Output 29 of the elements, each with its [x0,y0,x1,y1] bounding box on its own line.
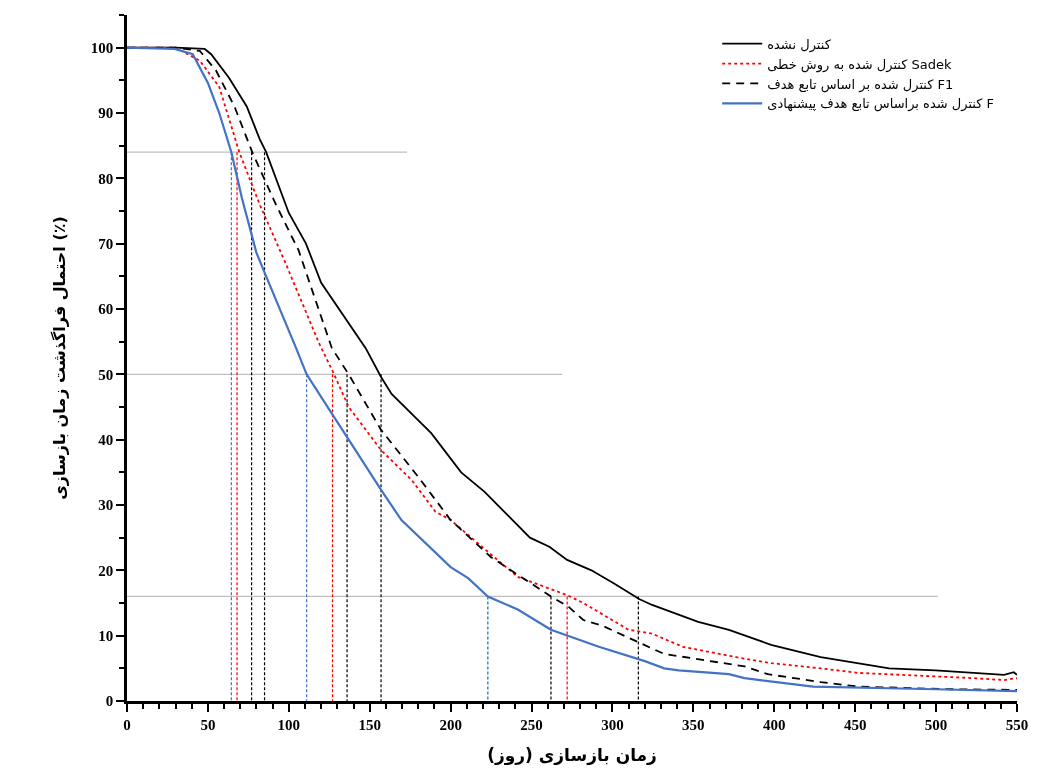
x-tick-label: 400 [763,716,786,733]
y-axis-title: احتمال فراگذشت زمان بازسازی (٪) [49,216,69,500]
y-tick-label: 60 [98,301,114,318]
x-tick-label: 450 [843,716,867,733]
legend-label: کنترل شده براساس تابع هدف پیشنهادی F [767,96,995,113]
x-tick-label: 350 [682,716,705,733]
x-tick-label: 500 [924,716,948,733]
x-tick-label: 150 [358,716,381,733]
x-axis-title: زمان بازسازی (روز) [487,745,657,767]
y-tick-label: 70 [98,235,114,252]
y-tick-label: 80 [98,170,114,187]
x-tick-label: 0 [123,716,131,733]
y-tick-label: 100 [90,39,114,56]
legend-label: کنترل شده بر اساس تابع هدف F1 [767,76,954,93]
y-tick-label: 50 [98,366,114,383]
legend-label: کنترل نشده [767,36,832,53]
x-tick-label: 250 [520,716,543,733]
x-tick-label: 550 [1005,716,1029,733]
y-tick-label: 30 [98,497,114,514]
y-tick-label: 0 [105,693,114,710]
y-tick-label: 90 [98,105,114,122]
legend-label: کنترل شده به روش خطی Sadek [767,56,953,73]
y-tick-label: 40 [98,431,114,448]
y-tick-label: 10 [98,627,114,644]
x-tick-label: 100 [277,716,301,733]
y-tick-label: 20 [98,562,114,579]
x-tick-label: 50 [200,716,216,733]
x-tick-label: 300 [601,716,624,733]
x-tick-label: 200 [439,716,462,733]
